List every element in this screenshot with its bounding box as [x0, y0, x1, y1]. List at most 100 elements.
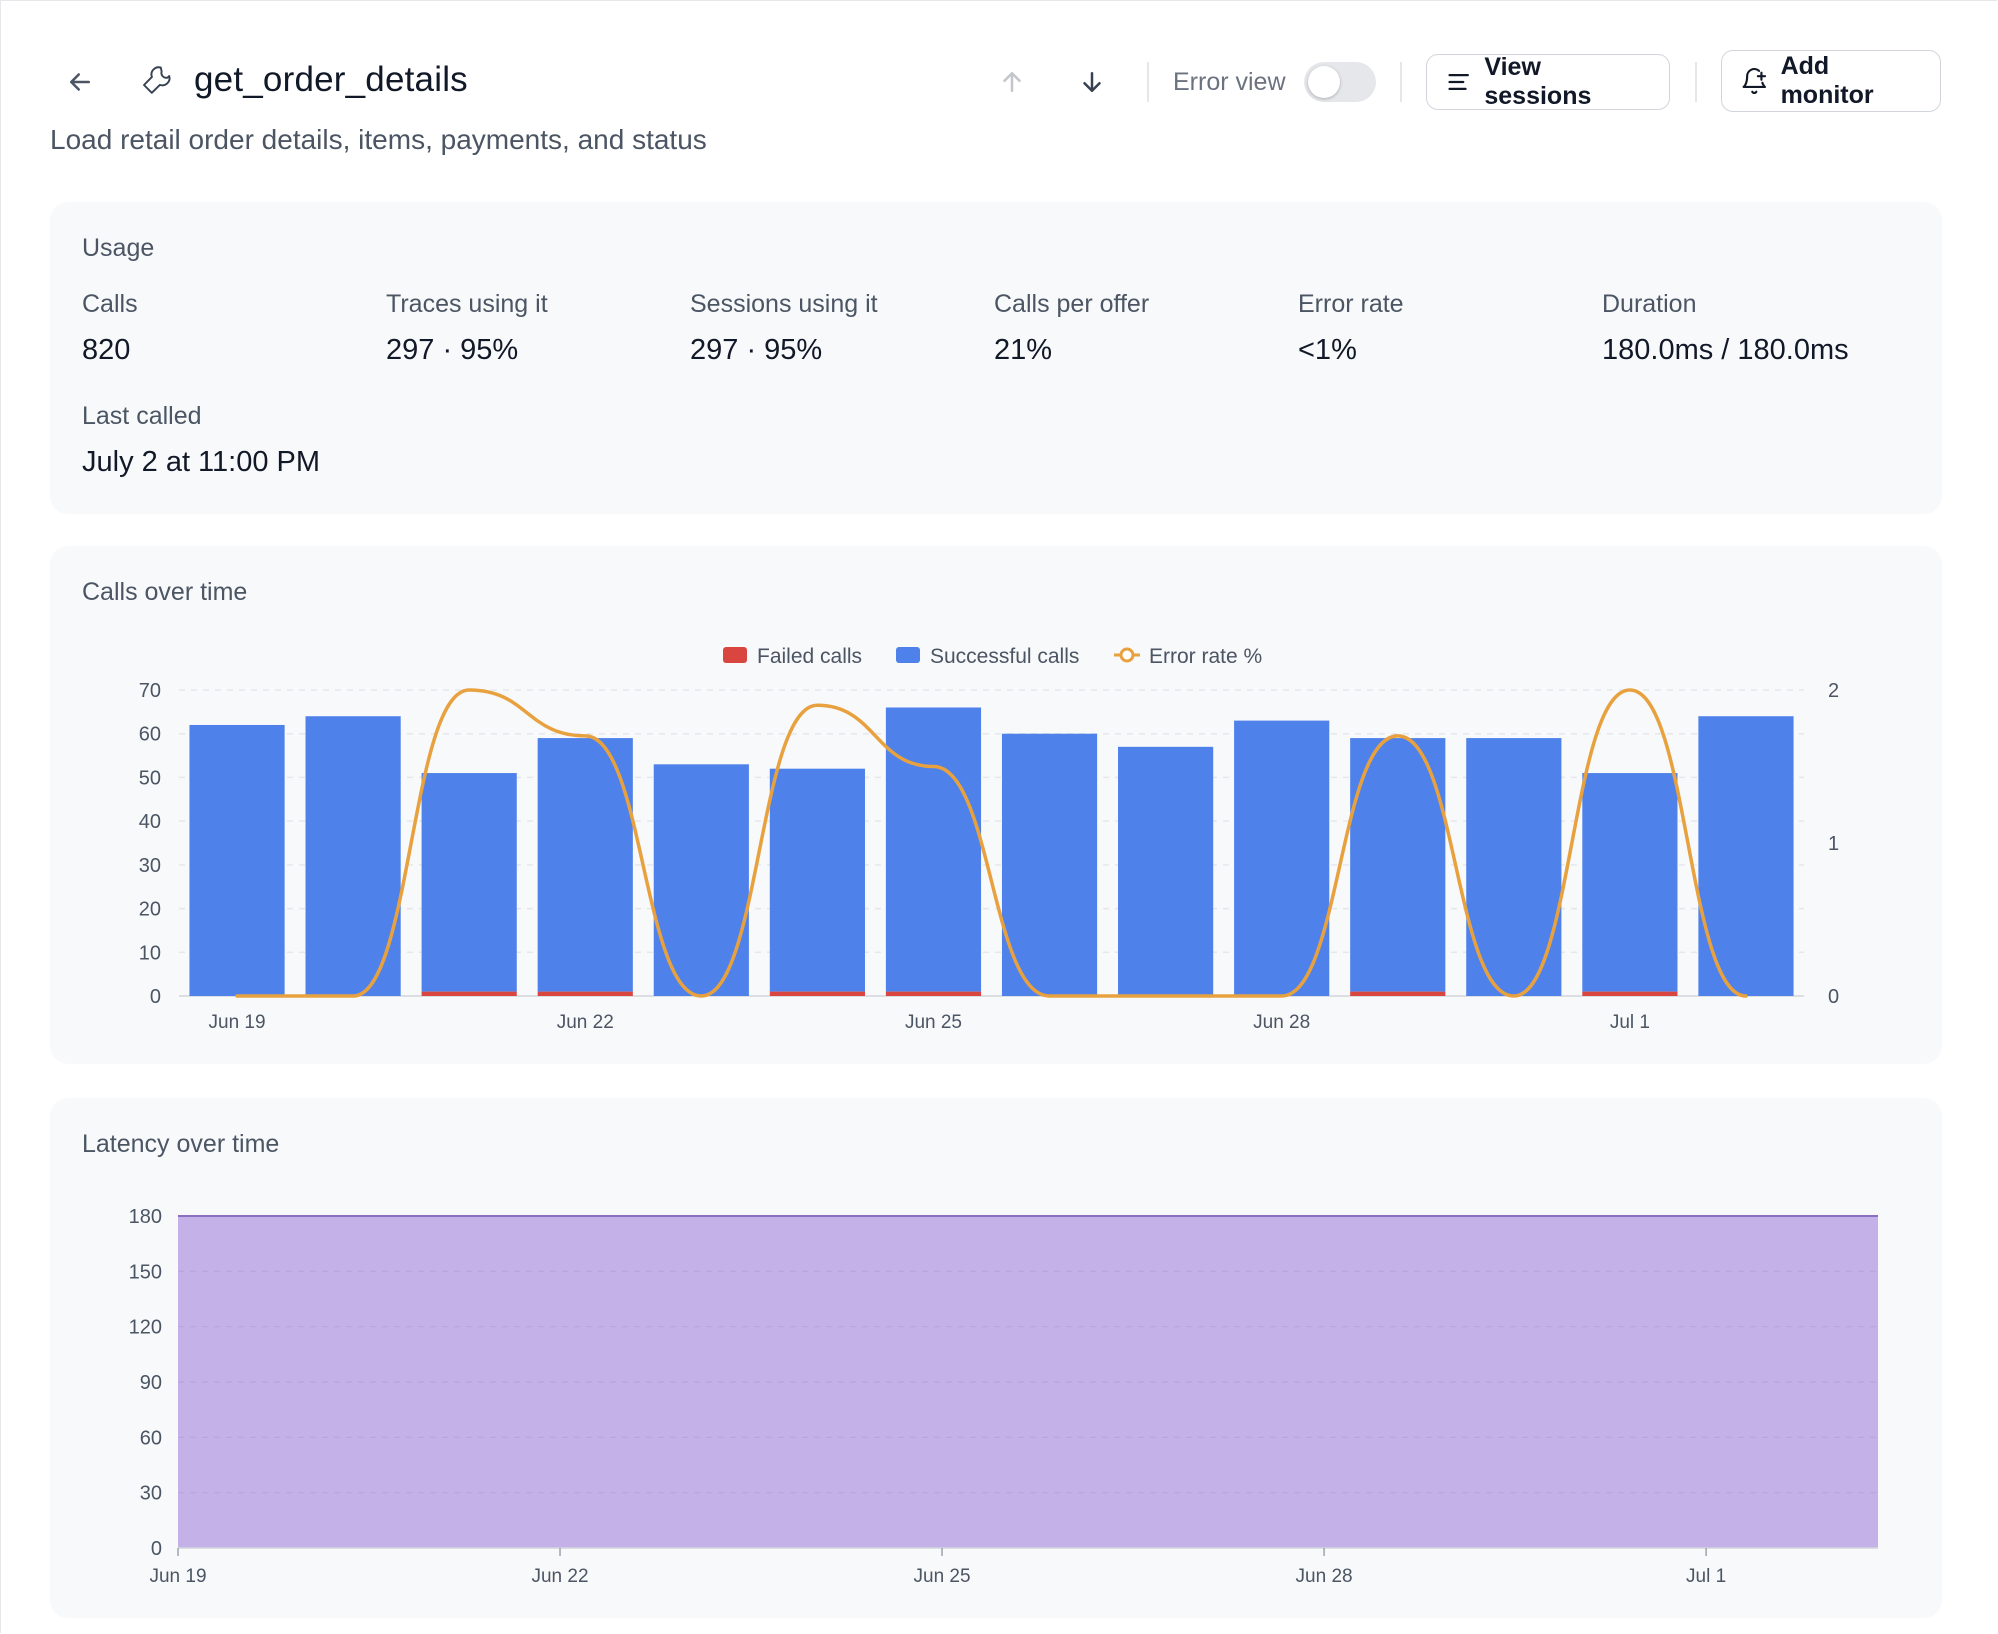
legend-label-error-rate: Error rate %: [1149, 645, 1262, 668]
bar-failed: [421, 991, 517, 996]
y2-tick-label: 1: [1828, 833, 1839, 855]
y2-tick-label: 0: [1828, 986, 1839, 1008]
calls-chart-card: Calls over time Failed calls Successful …: [50, 546, 1942, 1064]
legend-marker-error-rate: [1119, 647, 1135, 663]
wrench-icon: [136, 60, 180, 104]
x-tick-label: Jun 25: [905, 1012, 962, 1033]
last-called-label: Last called: [82, 402, 202, 430]
last-called-value: July 2 at 11:00 PM: [82, 446, 321, 478]
bar-successful: [1234, 720, 1330, 996]
view-sessions-button[interactable]: View sessions: [1426, 53, 1670, 110]
stat-label: Duration: [1602, 290, 1697, 318]
back-button[interactable]: [58, 60, 102, 104]
bar-successful: [1118, 746, 1214, 996]
bar-successful: [537, 738, 633, 992]
bar-failed: [1582, 991, 1678, 996]
header: get_order_details Error view View sessio…: [50, 48, 1942, 114]
calls-chart: Failed calls Successful calls Error rate…: [139, 645, 1839, 1033]
y-tick-label: 60: [140, 1427, 162, 1449]
bar-failed: [885, 991, 982, 996]
y-tick-label: 30: [140, 1483, 162, 1505]
x-tick-label: Jun 25: [914, 1566, 971, 1587]
y2-tick-label: 2: [1828, 680, 1839, 702]
stat-label: Sessions using it: [690, 290, 878, 318]
arrow-down-icon: [1083, 72, 1101, 92]
y-tick-label: 120: [129, 1317, 162, 1339]
list-icon: [1448, 74, 1469, 90]
bar-successful: [1582, 773, 1678, 992]
stat-value: 297 · 95%: [690, 334, 823, 366]
x-tick-label: Jun 28: [1253, 1012, 1310, 1033]
stat-label: Traces using it: [386, 290, 548, 318]
error-view-label: Error view: [1173, 68, 1286, 96]
bar-successful: [1001, 733, 1098, 996]
bar-successful: [189, 724, 285, 996]
stat-label: Calls: [82, 290, 138, 318]
bar-successful: [1698, 716, 1794, 996]
bar-failed: [769, 991, 865, 996]
bar-successful: [885, 707, 982, 992]
y-tick-label: 180: [129, 1206, 162, 1228]
add-monitor-label: Add monitor: [1780, 52, 1874, 109]
stat-value: 180.0ms / 180.0ms: [1602, 334, 1849, 366]
bell-plus-icon: [1742, 68, 1767, 94]
y-tick-label: 40: [139, 811, 161, 833]
legend-swatch-successful: [896, 647, 920, 663]
stat-value: 297 · 95%: [386, 334, 519, 366]
x-tick-label: Jul 1: [1686, 1566, 1726, 1587]
stat-label: Error rate: [1298, 290, 1404, 318]
y-tick-label: 50: [139, 767, 161, 789]
usage-section-label: Usage: [82, 234, 155, 262]
bar-failed: [537, 991, 633, 996]
view-sessions-label: View sessions: [1484, 53, 1592, 110]
y-tick-label: 60: [139, 724, 161, 746]
x-tick-label: Jun 19: [149, 1566, 206, 1587]
latency-chart-title: Latency over time: [82, 1130, 280, 1158]
toggle-knob: [1308, 66, 1340, 98]
next-button[interactable]: [1070, 60, 1114, 104]
bar-successful: [305, 716, 401, 996]
legend-label-successful: Successful calls: [930, 645, 1079, 668]
calls-chart-title: Calls over time: [82, 578, 248, 606]
y-tick-label: 0: [150, 986, 161, 1008]
chart-legend: Failed calls Successful calls Error rate…: [723, 645, 1262, 668]
y-tick-label: 70: [139, 680, 161, 702]
bar-successful: [1350, 738, 1446, 992]
y-tick-label: 30: [139, 855, 161, 877]
x-tick-label: Jul 1: [1610, 1012, 1650, 1033]
x-tick-label: Jun 28: [1296, 1566, 1353, 1587]
page-title: get_order_details: [194, 60, 468, 99]
y-tick-label: 0: [151, 1538, 162, 1560]
error-view-toggle[interactable]: [1304, 62, 1376, 102]
arrow-up-icon: [1003, 72, 1021, 92]
stat-value: 21%: [994, 334, 1053, 366]
latency-chart-card: Latency over time 0 30 60 90 120 150 180 Jun 19…: [50, 1098, 1942, 1618]
x-tick-label: Jun 22: [531, 1566, 588, 1587]
y-tick-label: 90: [140, 1372, 162, 1394]
previous-button[interactable]: [990, 60, 1034, 104]
stat-label: Calls per offer: [994, 290, 1150, 318]
y-tick-label: 20: [139, 899, 161, 921]
latency-area: [178, 1216, 1878, 1548]
divider: [1695, 62, 1697, 102]
x-tick-label: Jun 22: [557, 1012, 614, 1033]
usage-card: Usage Calls 820 Traces using it 297 · 95…: [50, 202, 1942, 514]
error-rate-line: [235, 688, 1748, 998]
divider: [1147, 62, 1149, 102]
legend-label-failed: Failed calls: [757, 645, 862, 668]
stat-value: 820: [82, 334, 131, 366]
stat-value: <1%: [1298, 334, 1357, 366]
y-tick-label: 150: [129, 1261, 162, 1283]
bar-failed: [1350, 991, 1446, 996]
y-tick-label: 10: [139, 942, 161, 964]
legend-swatch-failed: [723, 647, 747, 663]
x-tick-label: Jun 19: [209, 1012, 266, 1033]
arrow-left-icon: [70, 73, 90, 91]
divider: [1400, 62, 1402, 102]
page-subtitle: Load retail order details, items, paymen…: [50, 124, 707, 155]
latency-chart: 0 30 60 90 120 150 180 Jun 19 Jun 22 Jun 25 Jun 28…: [129, 1206, 1878, 1587]
bar-successful: [769, 768, 865, 992]
add-monitor-button[interactable]: Add monitor: [1721, 50, 1941, 112]
bar-successful: [421, 773, 517, 992]
